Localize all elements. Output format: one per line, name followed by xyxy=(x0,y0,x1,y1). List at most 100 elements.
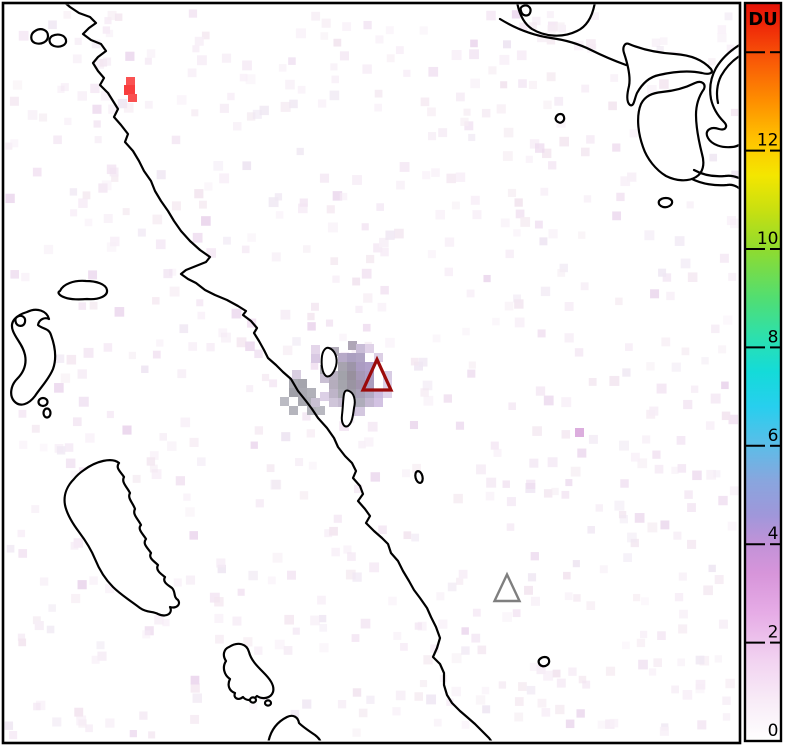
noise-pixel xyxy=(540,187,549,196)
noise-pixel xyxy=(89,576,98,585)
noise-pixel xyxy=(419,26,428,35)
noise-pixel xyxy=(647,85,657,95)
noise-pixel xyxy=(528,80,537,89)
noise-pixel xyxy=(679,609,688,619)
noise-pixel xyxy=(366,695,375,704)
noise-pixel xyxy=(297,85,306,94)
noise-pixel xyxy=(144,100,153,109)
noise-pixel xyxy=(281,432,291,442)
noise-pixel xyxy=(470,78,480,89)
noise-pixel xyxy=(354,484,363,494)
noise-pixel xyxy=(302,412,311,421)
islet-below-nias-b xyxy=(42,407,52,419)
noise-pixel xyxy=(684,490,693,499)
noise-pixel xyxy=(547,25,556,34)
noise-pixel xyxy=(320,32,329,40)
noise-pixel xyxy=(541,708,551,717)
noise-pixel xyxy=(728,414,738,425)
noise-pixel xyxy=(249,701,258,710)
coastline-sumatra-west xyxy=(65,4,493,741)
noise-pixel xyxy=(374,103,382,112)
noise-pixel xyxy=(88,270,98,280)
noise-pixel xyxy=(64,443,74,452)
noise-pixel xyxy=(352,728,361,737)
noise-pixel xyxy=(518,682,527,691)
noise-pixel xyxy=(730,108,739,117)
noise-pixel xyxy=(414,622,422,630)
noise-pixel xyxy=(642,435,651,444)
noise-pixel xyxy=(347,552,356,561)
noise-pixel xyxy=(94,136,102,144)
noise-pixel xyxy=(242,60,252,71)
noise-pixel xyxy=(731,170,739,180)
noise-pixel xyxy=(564,592,573,601)
noise-pixel xyxy=(78,396,89,407)
noise-pixel xyxy=(455,92,465,102)
so2-plume-pixel xyxy=(383,371,392,380)
noise-pixel xyxy=(547,457,558,468)
noise-pixel xyxy=(485,491,495,501)
noise-pixel xyxy=(463,108,471,116)
noise-pixel xyxy=(619,440,629,451)
noise-pixel xyxy=(597,720,606,729)
noise-pixel xyxy=(46,625,55,634)
noise-pixel xyxy=(55,354,65,363)
noise-pixel xyxy=(189,531,199,540)
so2-plume-pixel xyxy=(365,389,374,398)
volcano-triangle-dark-red xyxy=(360,355,394,392)
noise-pixel xyxy=(504,301,514,311)
noise-pixel xyxy=(500,81,508,89)
noise-pixel xyxy=(529,139,540,149)
noise-pixel xyxy=(93,120,101,128)
noise-pixel xyxy=(197,55,207,66)
island-northwest-b xyxy=(48,33,68,48)
noise-pixel xyxy=(697,720,707,730)
noise-pixel xyxy=(129,730,137,738)
noise-pixel xyxy=(649,406,659,416)
noise-pixel xyxy=(507,188,517,197)
noise-pixel xyxy=(259,105,269,116)
noise-pixel xyxy=(414,361,423,371)
noise-pixel xyxy=(423,655,433,665)
islet-below-nias-a xyxy=(37,396,49,408)
noise-pixel xyxy=(676,436,686,445)
noise-pixel xyxy=(380,285,389,295)
noise-pixel xyxy=(451,686,461,697)
so2-plume-pixel xyxy=(307,406,316,415)
noise-pixel xyxy=(255,499,264,508)
island-northwest-a xyxy=(30,28,50,45)
noise-pixel xyxy=(706,469,717,480)
noise-pixel xyxy=(714,575,724,585)
noise-pixel xyxy=(18,409,27,418)
islet-sipura-a xyxy=(248,696,258,704)
noise-pixel xyxy=(292,337,301,346)
noise-pixel xyxy=(375,35,384,44)
noise-pixel xyxy=(599,565,608,574)
noise-pixel xyxy=(216,558,226,568)
noise-pixel xyxy=(578,675,587,684)
so2-plume-pixel xyxy=(365,380,374,389)
noise-pixel xyxy=(96,641,105,650)
noise-pixel xyxy=(85,724,93,733)
island-west-nias-like xyxy=(10,308,57,406)
noise-pixel xyxy=(622,641,630,650)
noise-pixel xyxy=(33,702,41,711)
noise-pixel xyxy=(351,634,360,642)
noise-pixel xyxy=(332,191,343,201)
noise-pixel xyxy=(432,334,441,343)
noise-pixel xyxy=(296,147,304,156)
noise-pixel xyxy=(201,31,210,40)
noise-pixel xyxy=(85,433,95,443)
noise-pixel xyxy=(104,17,112,25)
colorbar-tick-label: 2 xyxy=(768,623,779,643)
noise-pixel xyxy=(311,302,319,311)
noise-pixel xyxy=(710,393,721,404)
noise-pixel xyxy=(677,464,687,473)
noise-pixel xyxy=(242,161,252,171)
noise-pixel xyxy=(540,286,551,297)
noise-pixel xyxy=(326,205,335,214)
noise-pixel xyxy=(615,297,623,306)
noise-pixel xyxy=(614,500,625,511)
noise-pixel xyxy=(311,11,321,21)
noise-pixel xyxy=(175,476,186,486)
